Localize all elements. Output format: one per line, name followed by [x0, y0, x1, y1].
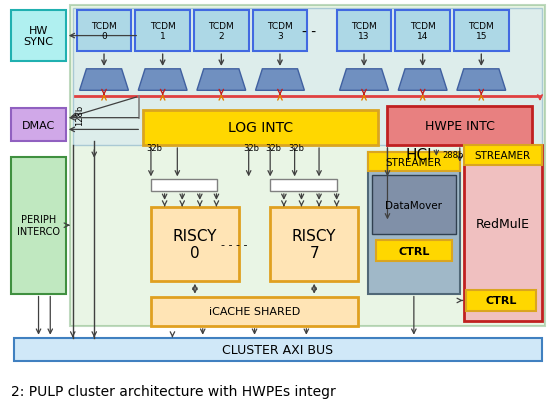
Text: TCDM
1: TCDM 1 [150, 22, 176, 41]
Bar [11, 11, 66, 62]
Bar [464, 146, 542, 165]
Polygon shape [457, 70, 506, 91]
Bar [151, 297, 358, 326]
Text: TCDM
0: TCDM 0 [91, 22, 117, 41]
Text: iCACHE SHARED: iCACHE SHARED [209, 306, 300, 316]
Text: RedMulE: RedMulE [476, 217, 530, 230]
Bar [151, 180, 217, 192]
Text: CTRL: CTRL [398, 246, 430, 256]
Bar [464, 146, 542, 321]
Text: TCDM
15: TCDM 15 [468, 22, 494, 41]
Bar [11, 157, 66, 294]
Bar [70, 6, 545, 326]
Bar [372, 176, 456, 235]
Bar [73, 9, 542, 146]
Polygon shape [398, 70, 447, 91]
Polygon shape [197, 70, 246, 91]
Text: 128b: 128b [75, 105, 84, 126]
Text: 288b: 288b [442, 151, 464, 160]
Text: STREAMER: STREAMER [475, 150, 531, 160]
Bar [77, 11, 131, 52]
Bar [270, 180, 336, 192]
Bar [143, 111, 378, 146]
Polygon shape [138, 70, 187, 91]
Text: CTRL: CTRL [485, 296, 517, 306]
Text: TCDM
14: TCDM 14 [410, 22, 435, 41]
Text: 32b: 32b [146, 144, 162, 153]
Polygon shape [340, 70, 389, 91]
Text: 2: PULP cluster architecture with HWPEs integr: 2: PULP cluster architecture with HWPEs … [11, 384, 336, 397]
Text: TCDM
2: TCDM 2 [208, 22, 234, 41]
Text: PERIPH
INTERCO: PERIPH INTERCO [17, 215, 60, 237]
Bar [14, 338, 542, 361]
Bar [151, 207, 239, 281]
Bar [336, 11, 391, 52]
Bar [376, 240, 452, 262]
Text: TCDM
13: TCDM 13 [351, 22, 377, 41]
Bar [135, 11, 190, 52]
Text: - - - -: - - - - [221, 239, 247, 249]
Bar [368, 152, 460, 172]
Text: LOG INTC: LOG INTC [228, 121, 293, 135]
Text: RISCY
7: RISCY 7 [292, 228, 336, 260]
Text: HCI: HCI [405, 148, 431, 163]
Text: 32b: 32b [243, 144, 259, 153]
Bar [395, 11, 450, 52]
Text: DataMover: DataMover [385, 200, 443, 210]
Text: - -: - - [302, 24, 316, 38]
Text: HWPE INTC: HWPE INTC [425, 120, 495, 133]
Bar [388, 107, 532, 146]
Bar [11, 109, 66, 142]
Bar [368, 152, 460, 294]
Bar [252, 11, 307, 52]
Text: STREAMER: STREAMER [386, 157, 442, 167]
Text: DMAC: DMAC [22, 120, 55, 130]
Text: HW
SYNC: HW SYNC [23, 26, 53, 47]
Text: TCDM
3: TCDM 3 [267, 22, 293, 41]
Bar [270, 207, 358, 281]
Polygon shape [80, 70, 128, 91]
Bar [466, 290, 536, 312]
Polygon shape [256, 70, 304, 91]
Bar [194, 11, 249, 52]
Text: RISCY
0: RISCY 0 [173, 228, 217, 260]
Text: 32b: 32b [265, 144, 281, 153]
Text: CLUSTER AXI BUS: CLUSTER AXI BUS [222, 343, 334, 356]
Bar [454, 11, 509, 52]
Text: 32b: 32b [289, 144, 305, 153]
